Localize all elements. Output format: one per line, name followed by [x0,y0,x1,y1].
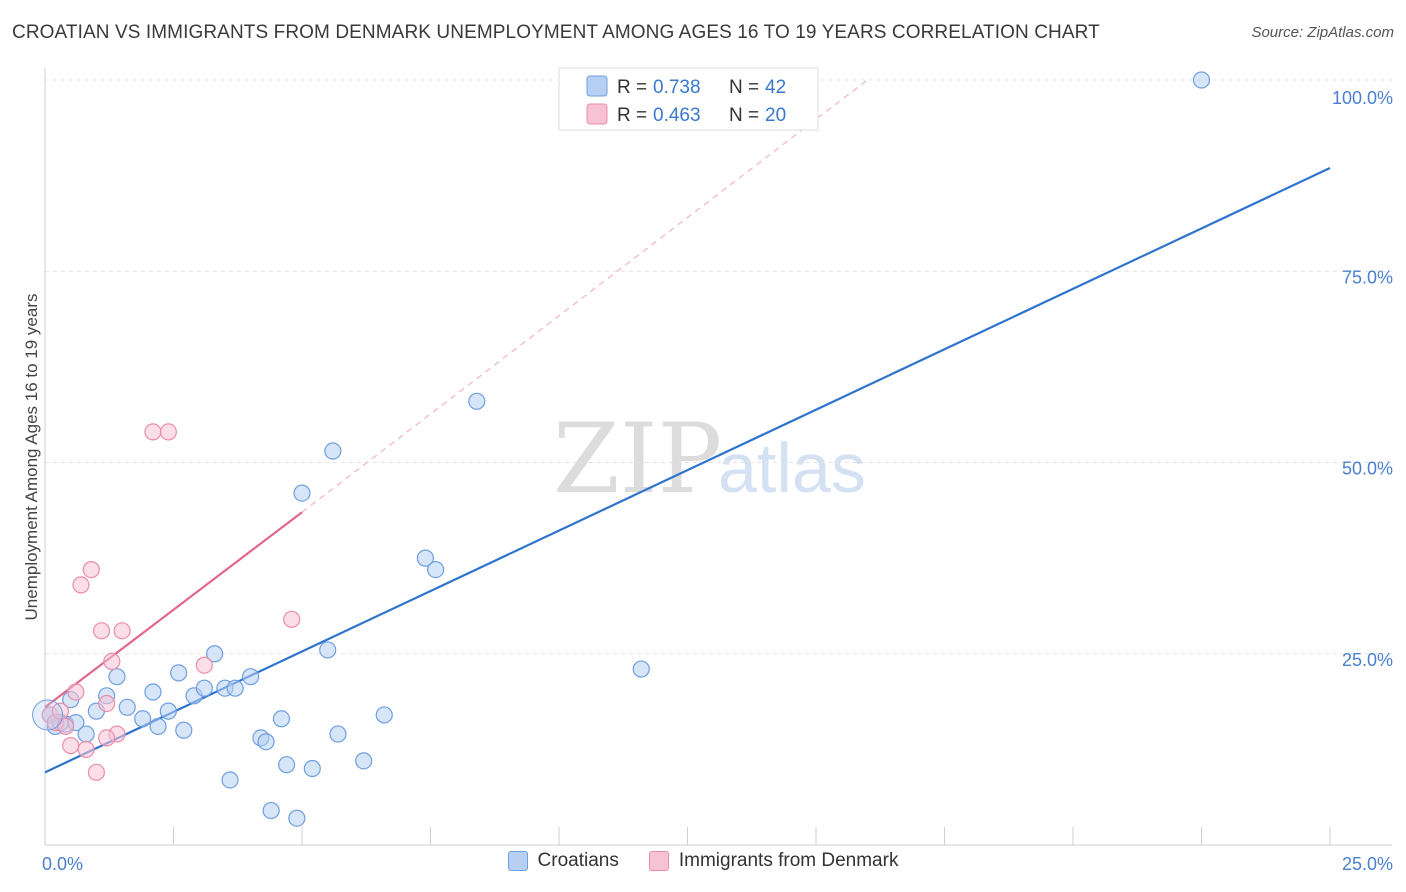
trend-lines [44,79,1331,774]
watermark-zip: ZIP [553,403,722,515]
point-croatians [329,725,347,743]
point-denmark [72,576,90,594]
point-croatians [206,645,224,663]
legend-swatch-croatians [586,75,608,97]
chart-title: CROATIAN VS IMMIGRANTS FROM DENMARK UNEM… [12,22,1100,43]
data-points [32,71,1211,827]
point-denmark [62,736,80,755]
legend-r-label: R = [617,77,647,98]
point-croatians [1192,71,1211,89]
point-croatians [468,392,486,410]
point-croatians [134,710,152,728]
legend-r-value-croatians: 0.738 [653,77,701,98]
y-tick-label: 100.0% [1332,88,1393,108]
legend-r-value-denmark: 0.463 [653,105,701,126]
point-croatians [427,560,445,579]
watermark-atlas: atlas [718,429,866,507]
point-denmark [103,652,121,671]
correlation-legend: R = 0.738 N = 42 R = 0.463 N = 20 [558,67,819,131]
legend-n-label: N = [729,77,759,98]
point-croatians [375,706,393,724]
point-croatians [277,756,296,774]
x-tick-label: 0.0% [42,854,83,874]
chart-source: Source: ZipAtlas.com [1251,24,1394,41]
legend-swatch-denmark [586,103,608,125]
point-denmark [98,729,116,747]
point-croatians [632,660,650,678]
legend-label-denmark: Immigrants from Denmark [678,850,899,871]
legend-n-value-denmark: 20 [765,105,786,126]
point-croatians [355,752,373,770]
point-denmark [87,763,106,781]
point-croatians [149,717,167,736]
x-tick-label: 25.0% [1342,854,1393,874]
point-denmark [113,622,131,640]
legend-r-label: R = [617,105,647,126]
legend-n-label: N = [729,105,759,126]
point-denmark [159,423,177,441]
point-croatians [195,679,213,697]
point-denmark [144,423,162,441]
trend-line-croatians [44,166,1331,774]
point-croatians [324,442,342,460]
point-cluster-croatians [32,699,64,731]
trend-extension-denmark [301,79,868,513]
y-tick-label: 75.0% [1342,267,1393,287]
point-croatians [416,549,434,567]
point-croatians [288,809,306,827]
legend-label-croatians: Croatians [537,850,619,871]
gridlines [45,79,1392,655]
trend-line-denmark [44,511,303,709]
point-croatians [170,664,188,682]
point-denmark [82,560,100,579]
point-croatians [118,698,136,716]
y-tick-label: 25.0% [1342,650,1393,670]
point-croatians [108,668,126,686]
point-croatians [319,641,337,659]
point-denmark [283,610,301,628]
y-tick-label: 50.0% [1342,459,1393,479]
point-denmark [51,702,70,720]
legend-swatch-denmark [648,851,669,871]
point-denmark [77,740,95,758]
point-croatians [242,668,260,686]
point-croatians [293,484,311,502]
legend-n-value-croatians: 42 [765,77,786,98]
point-croatians [175,721,193,739]
point-croatians [221,771,239,789]
point-croatians [303,759,321,778]
series-legend: Croatians Immigrants from Denmark [0,850,1406,872]
point-denmark [98,694,116,713]
point-croatians [257,733,275,751]
point-croatians [272,710,291,728]
point-croatians [262,801,280,820]
point-denmark [195,656,213,674]
point-denmark [67,683,85,701]
point-denmark [92,622,111,640]
point-croatians [226,679,244,697]
point-croatians [77,725,95,743]
point-croatians [144,683,162,701]
point-croatians [159,702,177,720]
legend-item-denmark: Immigrants from Denmark [648,850,899,872]
y-axis-label: Unemployment Among Ages 16 to 19 years [22,294,41,621]
legend-item-croatians: Croatians [507,850,619,872]
tick-labels: 25.0% 50.0% 75.0% 100.0% 0.0% 25.0% [42,88,1393,874]
legend-swatch-croatians [507,851,528,871]
